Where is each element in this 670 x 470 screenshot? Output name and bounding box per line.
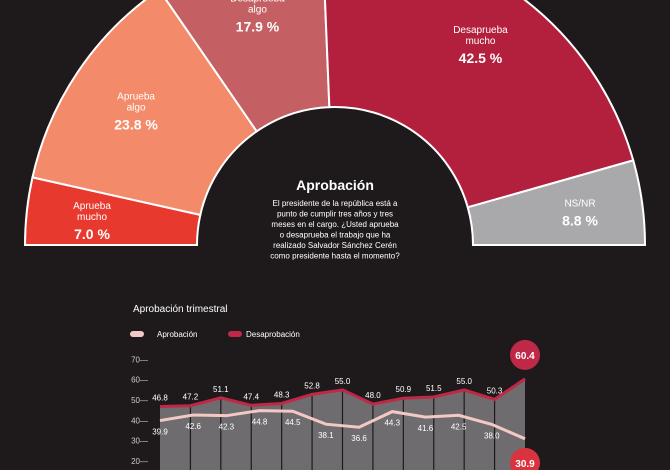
donut-slice-label: mucho <box>77 212 107 223</box>
line-chart-title: Aprobación trimestral <box>133 304 227 315</box>
desaprobacion-point-label: 47.2 <box>183 393 199 402</box>
question-line: o desaprueba el trabajo que ha <box>280 231 391 240</box>
y-tick-label: 30— <box>131 437 148 446</box>
aprobacion-point-label: 39.9 <box>152 428 168 437</box>
aprobacion-point-label: 42.5 <box>451 422 467 431</box>
desaprobacion-point-label: 50.3 <box>487 386 503 395</box>
donut-slice-label: Aprueba <box>117 92 155 103</box>
question-line: realizado Salvador Sánchez Cerén <box>273 241 397 250</box>
y-tick-label: 40— <box>131 416 148 425</box>
y-tick-label: 50— <box>131 396 148 405</box>
donut-slice-label: Aprueba <box>73 201 111 212</box>
donut-slice-value: 17.9 % <box>236 19 280 35</box>
desaprobacion-point-label: 48.3 <box>274 390 290 399</box>
desaprobacion-point-label: 60.4 <box>515 351 535 362</box>
desaprobacion-point-label: 51.1 <box>213 385 229 394</box>
desaprobacion-point-label: 52.8 <box>304 381 320 390</box>
plot-area <box>159 377 526 470</box>
legend-swatch-aprobacion <box>130 331 144 337</box>
desaprobacion-point-label: 51.5 <box>426 384 442 393</box>
donut-slices <box>23 0 647 246</box>
legend-swatch-desaprobacion <box>228 331 242 337</box>
desaprobacion-point-label: 55.0 <box>335 377 351 386</box>
aprobacion-point-label: 30.9 <box>515 459 535 470</box>
last-value-badge <box>510 339 540 370</box>
donut-slice-label: algo <box>248 5 267 16</box>
legend-label-aprobacion: Aprobación <box>157 330 197 339</box>
aprobacion-point-label: 41.6 <box>418 424 434 433</box>
last-value-badge <box>510 447 540 470</box>
aprobacion-point-label: 38.0 <box>484 431 500 440</box>
question-line: como presidente hasta el momento? <box>270 252 400 261</box>
question-line: El presidente de la república está a <box>273 199 399 208</box>
legend-label-desaprobacion: Desaprobación <box>246 330 300 339</box>
desaprobacion-point-label: 55.0 <box>456 377 472 386</box>
aprobacion-point-label: 44.5 <box>285 418 301 427</box>
donut-slice-desaprueba-mucho <box>323 0 635 209</box>
y-tick-label: 60— <box>131 376 148 385</box>
donut-slice-aprueba-algo <box>31 0 259 217</box>
y-tick-label: 70— <box>131 355 148 364</box>
donut-slice-label: algo <box>127 103 146 114</box>
donut-slice-value: 23.8 % <box>114 117 158 133</box>
donut-slice-value: 8.8 % <box>562 213 598 229</box>
desaprobacion-point-label: 47.4 <box>243 392 259 401</box>
line-chart-legend: Aprobación Desaprobación <box>130 330 300 339</box>
donut-slice-value: 42.5 % <box>459 50 503 66</box>
donut-slice-label: Desaprueba <box>230 0 285 5</box>
y-tick-label: 20— <box>131 457 148 466</box>
donut-slice-label: NS/NR <box>564 199 595 210</box>
desaprobacion-point-label: 48.0 <box>365 391 381 400</box>
desaprobacion-point-label: 50.9 <box>396 385 412 394</box>
aprobacion-point-label: 42.3 <box>219 423 235 432</box>
donut-title: Aprobación <box>296 177 374 193</box>
line-series-desaprobacion <box>159 377 526 409</box>
desaprobacion-point-label: 46.8 <box>152 394 168 403</box>
aprobacion-point-label: 38.1 <box>318 431 334 440</box>
donut-slice-label: Desaprueba <box>453 25 508 36</box>
donut-slice-value: 7.0 % <box>74 226 110 242</box>
donut-slice-desaprueba-algo <box>165 0 331 133</box>
donut-question-text: El presidente de la república está a punt… <box>270 199 400 261</box>
aprobacion-point-label: 36.6 <box>351 434 367 443</box>
quarterly-approval-line-chart: 20— 30— 40— 50— 60— 70— 46.8 47.2 51.1 47.4 48.3 5… <box>131 339 540 470</box>
aprobacion-point-label: 42.6 <box>185 422 201 431</box>
y-axis: 20— 30— 40— 50— 60— 70— <box>131 355 148 466</box>
aprobacion-point-label: 44.8 <box>252 418 268 427</box>
donut-slice-label: mucho <box>465 36 495 47</box>
donut-slice-ns-nr <box>466 159 647 246</box>
question-line: punto de cumplir tres años y tres <box>277 210 393 219</box>
question-line: meses en el cargo. ¿Usted aprueba <box>271 220 399 229</box>
aprobacion-point-label: 44.3 <box>384 419 400 428</box>
line-series-aprobacion <box>159 409 526 441</box>
point-labels: 46.8 47.2 51.1 47.4 48.3 52.8 55.0 48.0 50.9 51.5… <box>152 339 540 470</box>
